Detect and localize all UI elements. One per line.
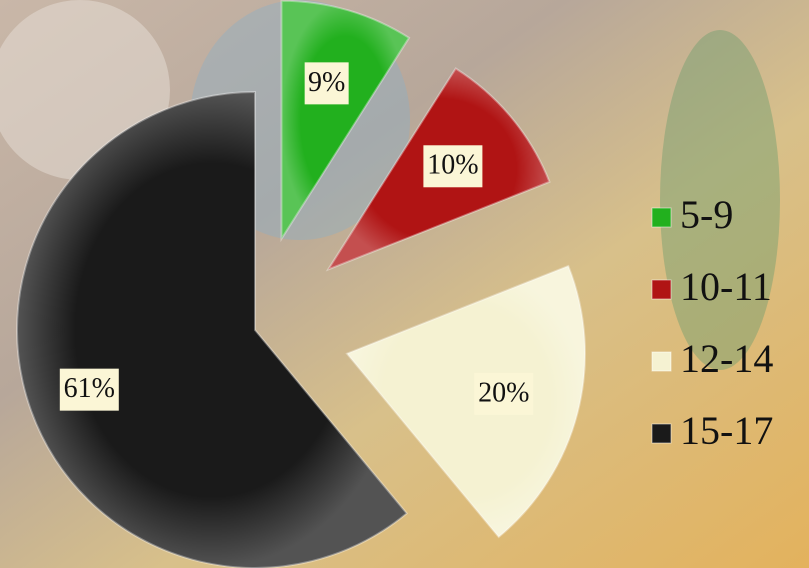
legend-swatch: [651, 423, 672, 444]
legend-swatch: [651, 207, 672, 228]
legend-label: 5-9: [680, 192, 733, 237]
slice-shine: [281, 0, 410, 239]
legend-swatch: [651, 279, 672, 300]
legend-label: 10-11: [680, 264, 772, 309]
background-shape: [660, 30, 780, 370]
data-labels: 9% 10% 20% 61%: [59, 62, 534, 415]
data-label-box: [474, 372, 534, 415]
legend-label: 15-17: [680, 408, 773, 453]
legend-swatch: [651, 351, 672, 372]
data-label: 10%: [427, 150, 478, 181]
legend: 5-9 10-11 12-14 15-17: [651, 192, 773, 453]
data-label-box: [304, 62, 349, 105]
legend-label: 12-14: [680, 336, 773, 381]
slice-shine: [17, 92, 407, 568]
data-label: 61%: [64, 373, 115, 404]
data-label-box: [423, 145, 483, 188]
data-label: 9%: [308, 67, 345, 98]
slice-shine: [347, 266, 586, 538]
data-label-box: [59, 368, 119, 411]
data-label: 20%: [478, 377, 529, 408]
